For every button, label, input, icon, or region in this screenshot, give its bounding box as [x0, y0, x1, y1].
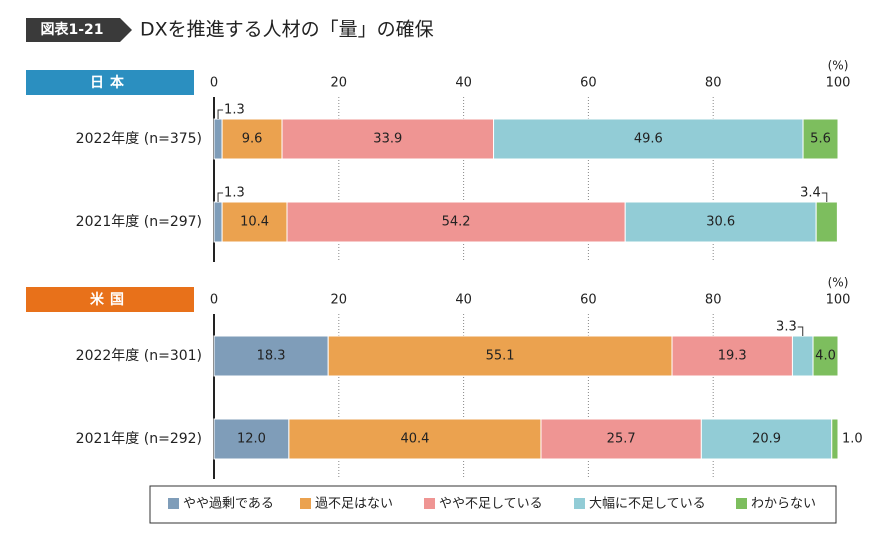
x-tick-label: 60 [580, 76, 597, 91]
value-label: 49.6 [634, 132, 663, 147]
leader-line [821, 192, 828, 202]
x-tick-label: 0 [210, 76, 218, 91]
bar-segment [213, 118, 223, 160]
value-label: 4.0 [815, 349, 836, 364]
value-label: 10.4 [240, 215, 269, 230]
value-label: 30.6 [706, 215, 735, 230]
value-label: 54.2 [442, 215, 471, 230]
x-tick-label: 40 [455, 293, 472, 308]
value-label: 9.6 [242, 132, 263, 147]
panel-title-box [26, 287, 194, 312]
legend-label: やや過剰である [183, 497, 274, 512]
legend-label: 過不足はない [315, 497, 393, 512]
bar-segment [791, 335, 814, 377]
bar-segment [221, 201, 288, 243]
category-label: 2022年度 (n=301) [76, 348, 202, 364]
value-label: 40.4 [400, 432, 429, 447]
bar-segment [831, 418, 839, 460]
bar-segment [288, 418, 542, 460]
legend-swatch [736, 498, 747, 509]
value-label: 18.3 [257, 349, 286, 364]
value-label: 55.1 [486, 349, 515, 364]
bar-segment [493, 118, 804, 160]
x-tick-label: 0 [210, 293, 218, 308]
bar-segment [812, 335, 839, 377]
category-label: 2022年度 (n=375) [76, 131, 202, 147]
x-tick-label: 40 [455, 76, 472, 91]
value-label: 3.4 [800, 186, 821, 201]
value-label: 33.9 [373, 132, 402, 147]
figure-label-box [26, 18, 132, 42]
bar-segment [540, 418, 702, 460]
unit-label: (%) [828, 276, 849, 290]
bar-segment [700, 418, 833, 460]
x-tick-label: 80 [705, 76, 722, 91]
unit-label: (%) [828, 59, 849, 73]
leader-line [217, 192, 224, 202]
chart-title: DXを推進する人材の「量」の確保 [140, 19, 434, 41]
legend-swatch [300, 498, 311, 509]
panel-title: 日本 [90, 74, 130, 91]
bar-segment [213, 418, 290, 460]
legend-swatch [424, 498, 435, 509]
category-label: 2021年度 (n=297) [76, 214, 202, 230]
panel-title-box [26, 70, 194, 95]
x-tick-label: 60 [580, 293, 597, 308]
value-label: 20.9 [752, 432, 781, 447]
legend-label: やや不足している [439, 497, 543, 512]
bar-segment [281, 118, 495, 160]
leader-line [217, 109, 224, 119]
bar-segment [671, 335, 793, 377]
legend-swatch [168, 498, 179, 509]
value-label: 1.0 [842, 432, 863, 447]
value-label: 12.0 [237, 432, 266, 447]
bar-segment [221, 118, 283, 160]
value-label: 19.3 [718, 349, 747, 364]
panel-title: 米国 [90, 291, 130, 308]
value-label: 1.3 [224, 103, 245, 118]
bar-segment [327, 335, 673, 377]
legend-box [149, 485, 837, 524]
bar-segment [802, 118, 839, 160]
value-label: 5.6 [810, 132, 831, 147]
legend-swatch [574, 498, 585, 509]
legend-label: 大幅に不足している [589, 497, 706, 512]
x-tick-label: 20 [331, 76, 348, 91]
bar-segment [815, 201, 838, 243]
x-tick-label: 100 [826, 76, 851, 91]
bar-segment [213, 201, 223, 243]
figure-label: 図表1-21 [40, 21, 103, 38]
x-tick-label: 80 [705, 293, 722, 308]
value-label: 25.7 [607, 432, 636, 447]
legend-label: わからない [751, 497, 816, 512]
leader-line [797, 326, 804, 336]
value-label: 3.3 [776, 320, 797, 335]
x-tick-label: 100 [826, 293, 851, 308]
x-tick-label: 20 [331, 293, 348, 308]
value-label: 1.3 [224, 186, 245, 201]
category-label: 2021年度 (n=292) [76, 431, 202, 447]
